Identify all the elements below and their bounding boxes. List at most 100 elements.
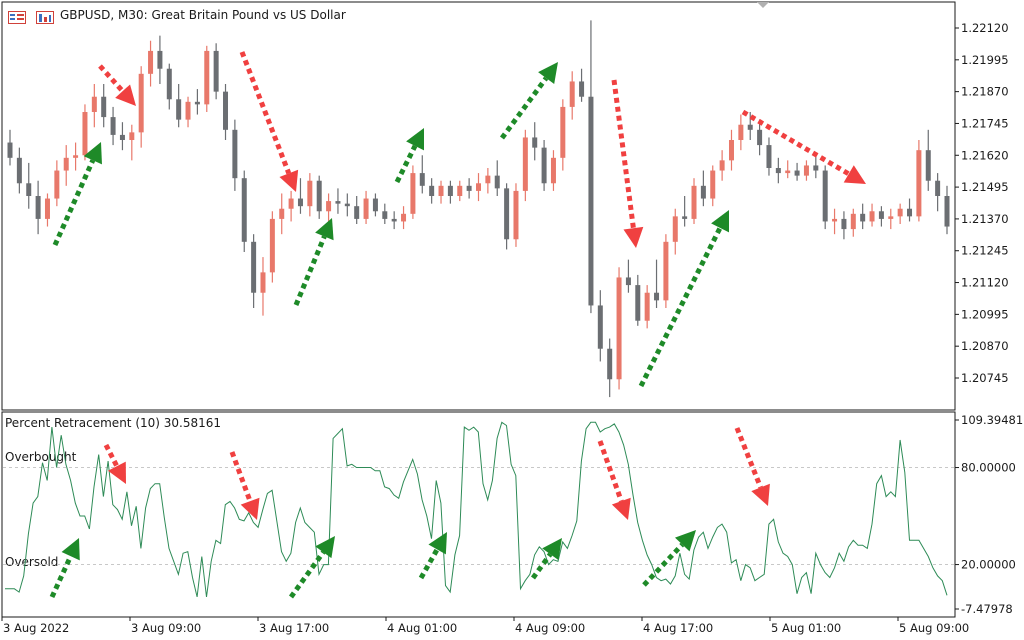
candle-body xyxy=(148,50,154,74)
candle-body xyxy=(354,206,360,219)
buy-arrow xyxy=(499,62,558,140)
price-tick-label: 1.21620 xyxy=(961,148,1009,162)
candle-body xyxy=(485,175,491,184)
sell-arrow xyxy=(229,451,260,520)
price-tick-label: 1.20870 xyxy=(961,339,1009,353)
candle-body xyxy=(326,201,332,212)
candle-body xyxy=(391,218,397,222)
candle-body xyxy=(457,185,463,196)
candle-body xyxy=(363,198,369,219)
chart-bars-icon[interactable] xyxy=(36,9,54,24)
sell-arrow xyxy=(597,440,631,520)
indicator-tick-label: 80.00000 xyxy=(961,461,1016,475)
candle-body xyxy=(935,180,941,196)
candle-body xyxy=(344,203,350,207)
buy-arrow-shaft xyxy=(530,552,553,580)
candle-body xyxy=(279,208,285,219)
buy-arrow-shaft xyxy=(293,235,327,306)
candle-body xyxy=(841,218,847,230)
candle-body xyxy=(466,185,472,191)
candle-body xyxy=(747,124,753,130)
buy-arrow-head xyxy=(315,536,335,559)
candle-body xyxy=(44,198,50,219)
sell-arrow-shaft xyxy=(741,109,851,177)
candle-body xyxy=(194,101,200,105)
sell-arrow-head xyxy=(107,461,126,484)
candle-body xyxy=(16,157,22,184)
candle-body xyxy=(307,180,313,207)
price-tick-label: 1.21995 xyxy=(961,53,1009,67)
candle-body xyxy=(316,180,322,212)
candle-body xyxy=(822,170,828,222)
candle-body xyxy=(54,170,60,199)
buy-arrow xyxy=(418,532,447,580)
candle-body xyxy=(541,147,547,184)
candle-body xyxy=(663,241,669,301)
candle-body xyxy=(419,173,425,186)
candle-body xyxy=(813,165,819,171)
buy-arrow xyxy=(638,210,729,388)
candle-body xyxy=(63,157,69,171)
shift-marker-icon xyxy=(757,2,769,8)
candle-body xyxy=(129,132,135,140)
buy-arrow-head xyxy=(61,538,80,561)
indicator-tick-label: 109.39481 xyxy=(961,413,1023,427)
sell-arrow-shaft xyxy=(229,451,253,503)
buy-arrow-shaft xyxy=(49,555,73,599)
candle-body xyxy=(35,196,41,219)
time-tick-label: 3 Aug 17:00 xyxy=(259,621,329,635)
buy-arrow-shaft xyxy=(642,542,685,587)
time-tick-label: 3 Aug 09:00 xyxy=(131,621,201,635)
indicator-tick-label: 20.00000 xyxy=(961,558,1016,572)
sell-arrow xyxy=(98,64,136,106)
indicator-pane-border xyxy=(1,411,956,618)
candle-body xyxy=(644,292,650,321)
candle-body xyxy=(757,129,763,146)
candle-body xyxy=(213,50,219,92)
buy-arrow-head xyxy=(406,128,424,151)
candle-body xyxy=(607,348,613,380)
candle-body xyxy=(157,50,163,69)
price-tick-label: 1.21120 xyxy=(961,276,1009,290)
candle-body xyxy=(597,305,603,349)
candle-body xyxy=(550,157,556,184)
window-list-icon[interactable] xyxy=(8,9,26,24)
candle-body xyxy=(260,272,266,293)
candle-body xyxy=(438,185,444,196)
indicator-title: Percent Retracement (10) 30.58161 xyxy=(5,416,222,430)
candle-body xyxy=(944,196,950,227)
sell-arrow xyxy=(239,51,299,192)
candle-body xyxy=(223,91,229,130)
candle-body xyxy=(204,50,210,105)
price-tick-label: 1.20745 xyxy=(961,371,1009,385)
sell-arrow-head xyxy=(751,483,770,506)
candle-body xyxy=(616,277,622,380)
candle-body xyxy=(860,213,866,222)
time-tick-label: 3 Aug 2022 xyxy=(3,621,69,635)
buy-arrow-head xyxy=(538,62,558,85)
candle-body xyxy=(232,129,238,179)
candle-body xyxy=(26,183,32,196)
time-tick-label: 5 Aug 09:00 xyxy=(899,621,969,635)
price-tick-label: 1.21245 xyxy=(961,244,1009,258)
buy-arrow-shaft xyxy=(288,550,326,599)
buy-arrow xyxy=(642,530,696,587)
time-tick-label: 4 Aug 09:00 xyxy=(515,621,585,635)
sell-arrow xyxy=(741,109,866,184)
candle-body xyxy=(119,134,125,140)
sell-arrow-head xyxy=(115,84,136,106)
sell-arrow-shaft xyxy=(103,443,120,468)
candle-body xyxy=(794,170,800,176)
candle-body xyxy=(579,81,585,97)
candle-body xyxy=(401,213,407,222)
sell-arrow-shaft xyxy=(734,427,763,489)
sell-arrow xyxy=(103,443,126,484)
candle-body xyxy=(176,99,182,120)
candle-body xyxy=(382,211,388,219)
candle-body xyxy=(82,112,88,156)
candle-body xyxy=(513,190,519,240)
candle-body xyxy=(522,137,528,191)
candle-body xyxy=(672,216,678,242)
candle-body xyxy=(494,175,500,189)
